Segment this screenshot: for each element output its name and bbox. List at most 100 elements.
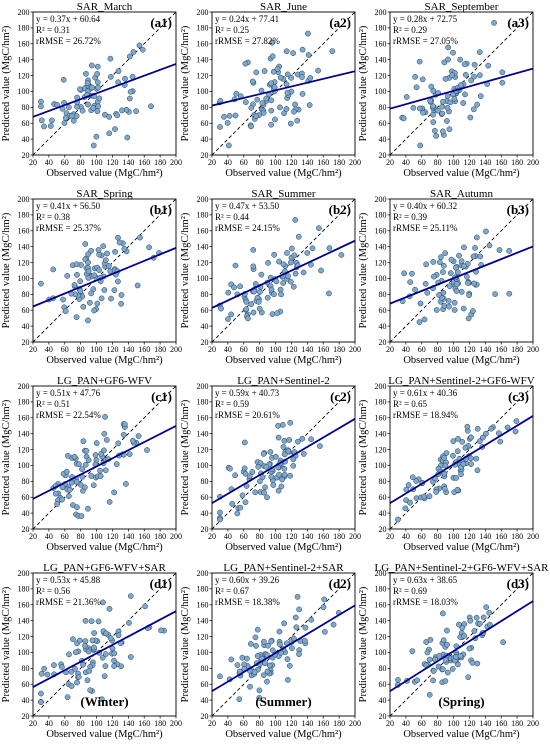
identity-line [390,199,533,342]
y-tick-label: 120 [197,71,209,80]
y-tick-label: 160 [197,40,209,49]
data-point [446,303,452,310]
data-point [268,638,275,645]
y-tick-label: 80 [379,290,387,299]
data-point [255,463,262,470]
data-point [253,69,260,76]
data-point [257,478,263,485]
data-point [461,263,467,270]
x-tick-label: 40 [224,532,232,541]
r-squared: R² = 0.51 [36,399,70,409]
data-point [276,628,283,635]
data-point [476,49,483,55]
x-tick-label: 200 [349,158,361,167]
data-point [80,661,86,668]
fit-line [33,425,176,500]
y-tick-label: 80 [22,664,30,673]
data-point [280,444,287,450]
y-tick-label: 180 [375,398,387,407]
data-point [251,669,258,675]
data-point [96,267,103,273]
data-point [90,105,97,111]
y-tick-label: 120 [18,258,30,267]
data-point [430,119,437,125]
data-point [472,245,478,251]
data-point [454,448,461,455]
data-point [232,112,239,119]
data-point [82,461,89,468]
y-tick-label: 140 [18,429,30,438]
panel-letter: (d2) [329,576,351,591]
y-axis-label: Predicted value (MgC/hm²) [358,399,369,515]
y-tick-label: 40 [201,322,209,331]
data-point [474,660,481,667]
data-point [111,657,117,664]
data-point [101,447,107,454]
identity-line [212,573,355,716]
data-point [47,123,54,129]
data-point [465,674,472,681]
data-point [293,624,300,631]
data-point [284,71,291,78]
data-point [453,475,459,481]
data-point [427,97,434,104]
plot-frame [32,572,177,717]
data-point [271,291,277,298]
x-axis-label: Observed value (MgC/hm²) [403,542,520,553]
data-point [104,250,110,257]
data-point [320,604,327,611]
y-tick-label: 200 [18,569,30,578]
data-point [409,474,416,481]
data-point [458,289,465,295]
r-squared: R² = 0.69 [393,586,428,596]
y-tick-label: 100 [197,274,209,283]
data-point [101,430,108,437]
data-point [158,627,164,634]
data-point [461,633,468,639]
data-point [414,677,420,684]
x-tick-label: 180 [511,532,523,541]
data-point [451,95,458,102]
data-point [256,695,263,701]
data-point [442,462,449,469]
data-point [234,510,241,517]
data-point [85,259,91,266]
data-point [112,126,118,132]
data-point [101,673,108,680]
x-tick-label: 60 [61,158,69,167]
identity-line [33,386,176,529]
data-point [453,288,460,294]
data-point [471,280,478,287]
data-point [97,467,103,474]
data-point [445,44,452,51]
y-tick-label: 80 [22,290,30,299]
data-point [460,100,467,106]
data-point [499,79,506,86]
y-tick-label: 140 [197,616,209,625]
data-point [71,453,78,460]
x-tick-label: 80 [256,532,264,541]
data-point [275,422,281,429]
y-tick-label: 60 [379,493,387,502]
y-tick-label: 80 [201,477,209,486]
data-point [82,642,88,649]
data-point [84,677,91,684]
data-point [62,115,69,121]
data-point [268,286,275,293]
data-point [88,473,95,479]
data-point [448,256,455,263]
data-point [422,280,429,287]
identity-line [390,12,533,155]
data-point [430,259,437,265]
x-tick-label: 60 [240,719,248,728]
data-point [284,656,291,662]
data-point [107,55,114,62]
data-point [456,621,462,628]
x-tick-label: 180 [154,719,166,728]
data-point [451,307,458,313]
data-point [444,627,450,634]
x-axis-label: Observed value (MgC/hm²) [225,168,342,179]
data-point [80,303,87,310]
data-point [318,267,324,274]
